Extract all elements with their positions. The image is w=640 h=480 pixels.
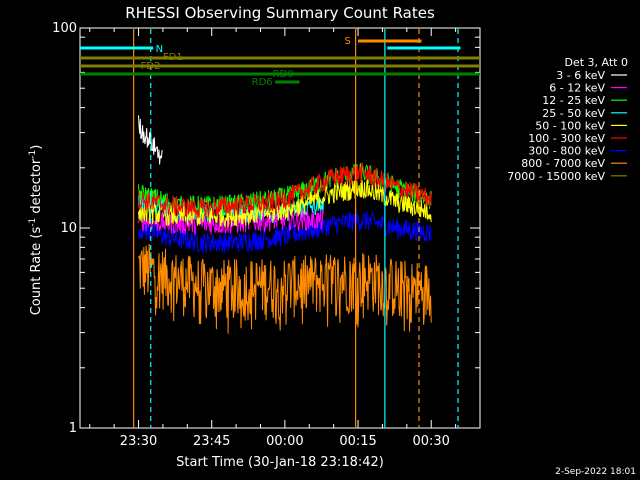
x-tick-label: 23:45 (193, 434, 230, 449)
y-axis-label: Count Rate (s-1 detector-1) (28, 145, 44, 316)
legend-entry: 300 - 800 keV (528, 145, 605, 158)
y-tick-label: 100 (52, 21, 77, 36)
x-tick-label: 00:30 (412, 434, 449, 449)
series-line (138, 162, 432, 220)
legend-entry: 6 - 12 keV (549, 82, 605, 95)
flag-label: RD6 (252, 77, 273, 88)
legend-entry: 25 - 50 keV (542, 107, 605, 120)
series-line (138, 179, 432, 229)
series-group (138, 115, 432, 334)
flag-label: N (156, 44, 163, 55)
x-tick-label: 00:00 (266, 434, 303, 449)
flag-label: RD0 (273, 69, 294, 80)
chart-title: RHESSI Observing Summary Count Rates (125, 4, 435, 22)
legend-entry: 50 - 100 keV (535, 119, 605, 132)
legend-entry: 12 - 25 keV (542, 94, 605, 107)
series-line (138, 209, 324, 235)
legend-entry: 100 - 300 keV (528, 132, 605, 145)
legend-title: Det 3, Att 0 (565, 56, 629, 69)
y-tick-label: 10 (60, 221, 77, 236)
series-line (138, 210, 432, 254)
legend-entry: 3 - 6 keV (556, 69, 605, 82)
series-line (138, 243, 432, 334)
legend-entry: 800 - 7000 keV (521, 157, 605, 170)
y-tick-label: 1 (69, 421, 77, 436)
footer-date: 2-Sep-2022 18:01 (555, 467, 636, 477)
x-tick-label: 00:15 (339, 434, 376, 449)
x-axis-label: Start Time (30-Jan-18 23:18:42) (176, 455, 384, 470)
flag-label: FD2 (141, 61, 161, 72)
flag-label: S (344, 36, 350, 47)
x-axis-ticks: 23:30 23:45 00:00 00:15 00:30 (89, 28, 481, 449)
x-tick-label: 23:30 (120, 434, 157, 449)
flag-label: FD1 (163, 52, 183, 63)
legend-entry: 7000 - 15000 keV (507, 170, 605, 183)
